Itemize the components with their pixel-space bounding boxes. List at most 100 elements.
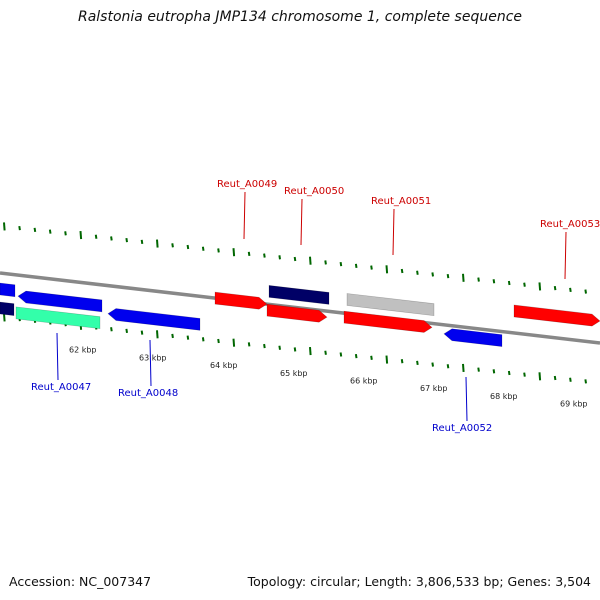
outer-tick-mark bbox=[247, 251, 251, 257]
outer-tick-mark bbox=[385, 265, 389, 274]
gene-reverse[interactable] bbox=[0, 282, 16, 298]
outer-tick-mark bbox=[538, 282, 542, 291]
inner-tick-mark bbox=[263, 343, 266, 349]
chromosome-backbone bbox=[0, 271, 600, 345]
inner-tick-mark bbox=[217, 338, 220, 344]
gene-forward[interactable] bbox=[513, 304, 600, 327]
outer-tick-mark bbox=[94, 234, 98, 239]
outer-tick-mark bbox=[339, 261, 343, 267]
inner-tick-mark bbox=[462, 363, 465, 373]
outer-tick-mark bbox=[354, 263, 358, 269]
gene-labels[interactable]: Reut_A0049 Reut_A0050 Reut_A0051 Reut_A0053… bbox=[31, 179, 600, 434]
gene-label[interactable]: Reut_A0050 bbox=[284, 186, 344, 197]
scale-label: 63 kbp bbox=[139, 353, 167, 362]
outer-tick-mark bbox=[477, 277, 480, 282]
leader-line bbox=[243, 191, 246, 240]
outer-tick-mark bbox=[64, 231, 67, 236]
outer-tick-mark bbox=[584, 289, 587, 294]
inner-tick-mark bbox=[140, 330, 144, 335]
outer-tick-mark bbox=[110, 236, 113, 241]
inner-tick-mark bbox=[477, 367, 480, 372]
inner-tick-mark bbox=[339, 352, 343, 357]
leader-line bbox=[564, 231, 567, 280]
inner-tick-mark bbox=[156, 330, 159, 339]
gene-forward[interactable] bbox=[343, 310, 433, 333]
outer-tick-mark bbox=[370, 265, 373, 270]
sequence-summary-text: Topology: circular; Length: 3,806,533 bp… bbox=[247, 574, 591, 589]
inner-tick-mark bbox=[538, 372, 542, 381]
scale-label: 64 kbp bbox=[210, 361, 238, 370]
outer-tick-mark bbox=[309, 256, 312, 265]
inner-tick-mark bbox=[247, 342, 251, 347]
label-leader-lines bbox=[56, 191, 567, 422]
inner-tick-mark bbox=[507, 370, 511, 376]
gene-rna[interactable] bbox=[15, 306, 101, 330]
leader-line bbox=[465, 376, 468, 422]
inner-tick-mark bbox=[385, 355, 389, 364]
inner-tick-mark bbox=[416, 360, 419, 366]
inner-tick-mark bbox=[569, 377, 572, 382]
leader-line bbox=[300, 198, 303, 246]
inner-tick-mark bbox=[584, 379, 587, 384]
gene-forward[interactable] bbox=[214, 291, 268, 310]
outer-tick-mark bbox=[263, 253, 266, 258]
gene-forward[interactable] bbox=[266, 303, 328, 323]
inner-tick-mark bbox=[186, 335, 190, 340]
outer-tick-mark bbox=[171, 243, 174, 248]
outer-tick-mark bbox=[492, 279, 496, 284]
outer-tick-mark bbox=[3, 222, 6, 231]
gene-reverse[interactable] bbox=[443, 328, 503, 347]
scale-label: 62 kbp bbox=[69, 346, 97, 355]
gene-reverse[interactable] bbox=[107, 308, 201, 331]
outer-tick-mark bbox=[278, 255, 281, 260]
gene-reverse[interactable] bbox=[17, 290, 103, 313]
inner-tick-mark bbox=[354, 354, 358, 359]
map-title: Ralstonia eutropha JMP134 chromosome 1, … bbox=[77, 9, 522, 25]
inner-tick-mark bbox=[553, 375, 557, 381]
leader-line bbox=[149, 339, 152, 387]
gene-label[interactable]: Reut_A0052 bbox=[432, 423, 492, 434]
outer-tick-mark bbox=[48, 229, 52, 234]
outer-tick-mark bbox=[217, 248, 220, 253]
gene-label[interactable]: Reut_A0053 bbox=[540, 219, 600, 230]
inner-tick-mark bbox=[492, 369, 496, 374]
inner-tick-mark bbox=[370, 355, 373, 360]
gene-dark[interactable] bbox=[0, 301, 15, 316]
backbone-line bbox=[0, 271, 600, 345]
inner-tick-mark bbox=[400, 359, 404, 364]
outer-tick-mark bbox=[400, 268, 404, 274]
gene-pseudo[interactable] bbox=[346, 293, 435, 316]
inner-tick-mark bbox=[309, 347, 312, 356]
gene-label[interactable]: Reut_A0051 bbox=[371, 196, 431, 207]
outer-tick-mark bbox=[507, 280, 511, 286]
inner-tick-mark bbox=[293, 347, 297, 352]
scale-label: 68 kbp bbox=[490, 392, 518, 401]
inner-tick-mark bbox=[201, 337, 205, 342]
leader-line bbox=[56, 332, 59, 381]
outer-tick-mark bbox=[293, 256, 297, 262]
outer-tick-mark bbox=[324, 260, 327, 265]
gene-features[interactable] bbox=[0, 282, 600, 347]
inner-tick-mark bbox=[278, 345, 281, 350]
outer-tick-mark bbox=[201, 246, 205, 251]
scale-label: 67 kbp bbox=[420, 384, 448, 393]
gene-label[interactable]: Reut_A0048 bbox=[118, 388, 178, 399]
outer-tick-mark bbox=[523, 282, 526, 287]
outer-tick-mark bbox=[33, 227, 37, 233]
inner-tick-mark bbox=[171, 333, 174, 339]
outer-tick-mark bbox=[462, 273, 465, 282]
inner-tick-mark bbox=[110, 327, 113, 332]
scale-labels: 62 kbp 63 kbp 64 kbp 65 kbp 66 kbp 67 kbp 68 k… bbox=[69, 346, 588, 409]
inner-tick-mark bbox=[324, 350, 327, 355]
accession-text: Accession: NC_007347 bbox=[9, 574, 152, 589]
outer-tick-mark bbox=[156, 239, 159, 248]
gene-label[interactable]: Reut_A0049 bbox=[217, 179, 277, 190]
gene-dark[interactable] bbox=[268, 285, 330, 305]
inner-tick-mark bbox=[523, 372, 526, 377]
outer-tick-mark bbox=[186, 244, 190, 250]
outer-tick-mark bbox=[431, 272, 434, 277]
inner-tick-mark bbox=[3, 313, 6, 322]
gene-label[interactable]: Reut_A0047 bbox=[31, 382, 91, 393]
outer-tick-mark bbox=[79, 230, 83, 240]
